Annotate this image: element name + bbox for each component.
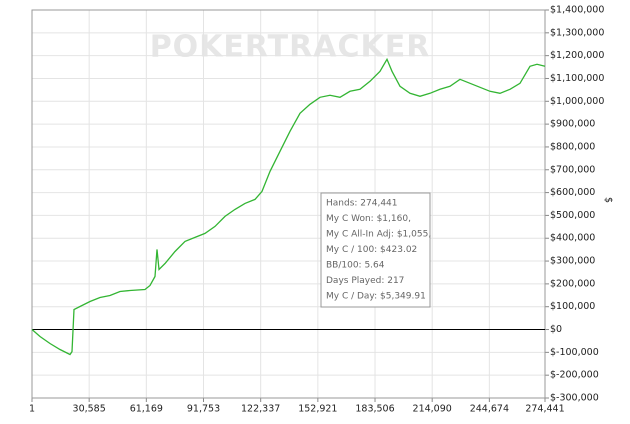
y-tick-label: $400,000 — [550, 233, 595, 244]
x-tick-label: 30,585 — [73, 404, 106, 415]
x-tick-label: 183,506 — [355, 404, 394, 415]
x-tick-label: 152,921 — [298, 404, 337, 415]
y-tick-label: $300,000 — [550, 256, 595, 267]
annotation-line: My C All-In Adj: $1,055, — [326, 230, 431, 240]
y-tick-label: $500,000 — [550, 210, 595, 221]
y-tick-label: $1,400,000 — [550, 5, 604, 16]
annotation-line: BB/100: 5.64 — [326, 261, 385, 271]
annotation-line: My C / 100: $423.02 — [326, 245, 417, 255]
y-tick-label: $700,000 — [550, 164, 595, 175]
annotation-line: Days Played: 217 — [326, 276, 404, 286]
y-tick-label: $0 — [550, 324, 562, 335]
y-tick-label: $900,000 — [550, 119, 595, 130]
y-tick-label: $1,300,000 — [550, 27, 604, 38]
y-tick-label: $100,000 — [550, 301, 595, 312]
line-series — [31, 57, 546, 356]
x-tick-label: 122,337 — [241, 404, 280, 415]
x-tick-label: 91,753 — [187, 404, 220, 415]
y-tick-label: $-200,000 — [550, 370, 599, 381]
annotation-frame — [320, 192, 431, 308]
y-tick-label: $-300,000 — [550, 393, 599, 404]
y-axis-label: $ — [603, 197, 614, 203]
x-tick-label: 244,674 — [470, 404, 509, 415]
annotation-line: Hands: 274,441 — [326, 199, 398, 209]
y-tick-label: $1,100,000 — [550, 73, 604, 84]
y-tick-label: $1,000,000 — [550, 96, 604, 107]
y-tick-label: $200,000 — [550, 278, 595, 289]
x-tick-label: 214,090 — [413, 404, 452, 415]
y-tick-label: $800,000 — [550, 141, 595, 152]
y-tick-label: $600,000 — [550, 187, 595, 198]
x-tick-label: 61,169 — [130, 404, 163, 415]
annotation-line: My C Won: $1,160, — [326, 214, 411, 224]
y-tick-label: $1,200,000 — [550, 50, 604, 61]
x-tick-label: 1 — [29, 404, 35, 415]
plot-border — [31, 9, 546, 399]
y-tick-label: $-100,000 — [550, 347, 599, 358]
annotation-box: Hands: 274,441 My C Won: $1,160, My C All-… — [320, 192, 431, 308]
annotation-line: My C / Day: $5,349.91 — [326, 292, 426, 302]
x-tick-label: 274,441 — [525, 404, 564, 415]
watermark: POKERTRACKER — [150, 30, 431, 65]
